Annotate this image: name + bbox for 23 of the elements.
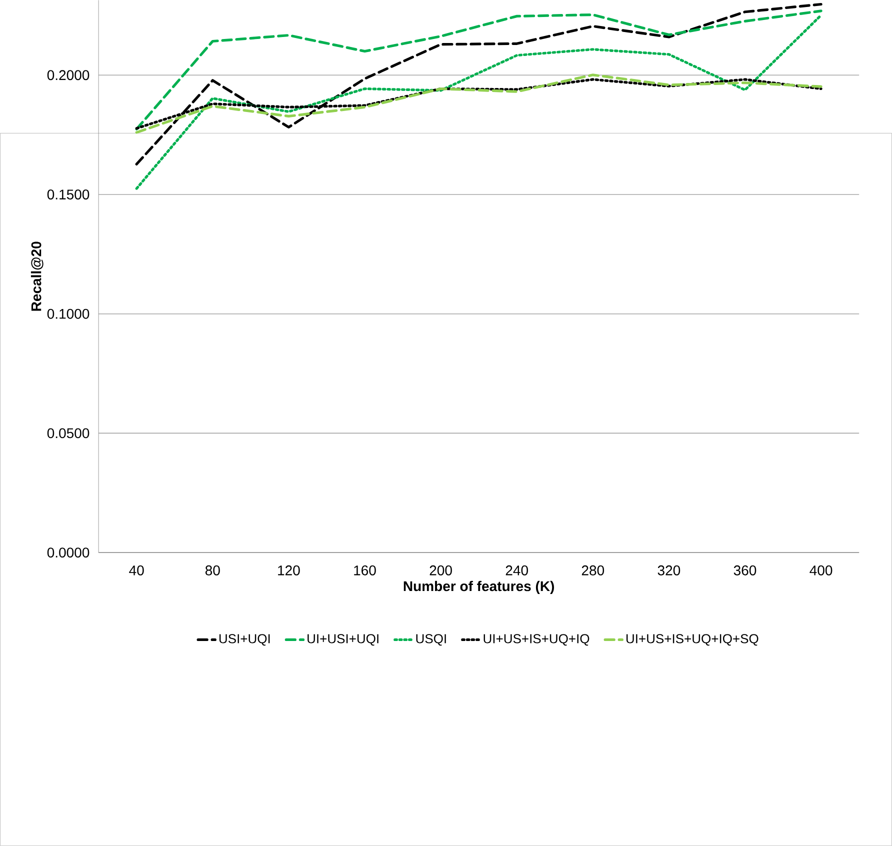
y-tick-label: 0.0500 (47, 428, 90, 438)
y-tick-label: 0.1000 (47, 308, 90, 319)
x-tick-label: 400 (810, 565, 832, 576)
x-axis-title: Number of features (K) (404, 580, 554, 594)
legend-label: UI+US+IS+UQ+IQ+SQ (626, 634, 758, 646)
y-tick-label: 0.1500 (47, 190, 90, 200)
x-tick-label: 80 (205, 565, 220, 576)
x-tick-label: 200 (430, 565, 452, 576)
line-series (135, 14, 822, 190)
y-tick-label: 0.2000 (47, 70, 90, 80)
legend-label: USI+UQI (219, 634, 270, 646)
legend-label: UI+US+IS+UQ+IQ (484, 634, 590, 646)
y-tick-label: 0.0000 (47, 548, 90, 558)
x-tick-label: 160 (354, 565, 376, 576)
legend-label: UI+USI+UQI (308, 634, 378, 646)
x-tick-label: 320 (658, 565, 680, 576)
y-axis-title: Recall@20 (30, 242, 44, 311)
x-tick-label: 40 (129, 565, 144, 576)
x-tick-label: 280 (582, 565, 604, 576)
x-tick-label: 120 (278, 565, 300, 576)
x-tick-label: 240 (506, 565, 528, 576)
legend-label: USQI (416, 634, 446, 646)
x-tick-label: 360 (734, 565, 756, 576)
